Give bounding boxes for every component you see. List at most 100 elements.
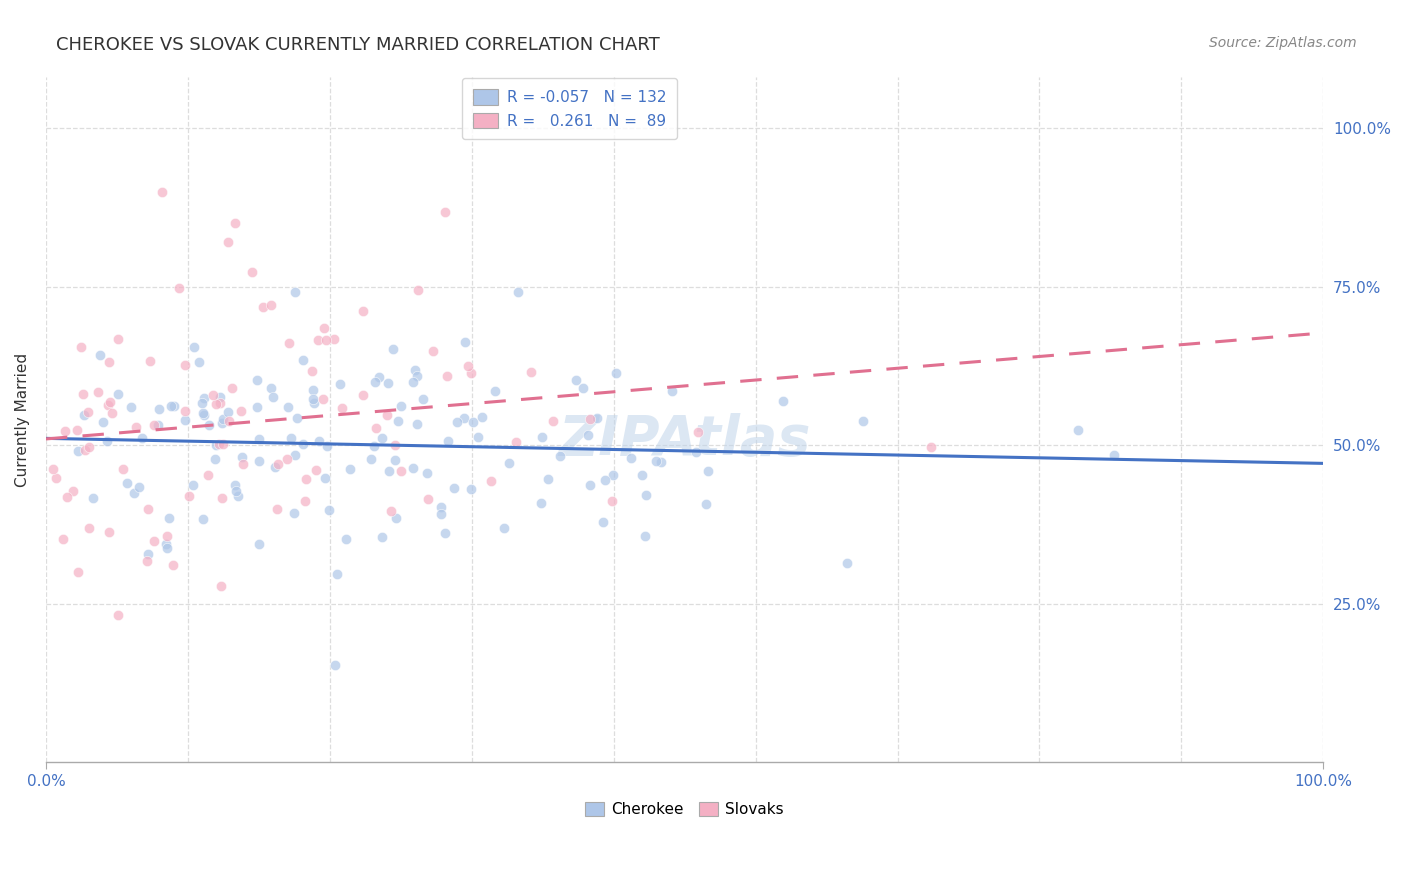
Point bbox=[385, 510, 408, 524]
Point bbox=[302, 383, 325, 397]
Point bbox=[193, 409, 215, 423]
Point bbox=[205, 438, 228, 452]
Point bbox=[242, 264, 264, 278]
Point bbox=[267, 457, 290, 471]
Point bbox=[316, 439, 339, 453]
Point bbox=[96, 434, 118, 448]
Point bbox=[174, 404, 197, 418]
Point bbox=[412, 392, 434, 407]
Point bbox=[636, 488, 658, 502]
Point bbox=[686, 425, 709, 439]
Point bbox=[302, 396, 325, 410]
Point bbox=[308, 434, 330, 449]
Text: CHEROKEE VS SLOVAK CURRENTLY MARRIED CORRELATION CHART: CHEROKEE VS SLOVAK CURRENTLY MARRIED COR… bbox=[56, 36, 659, 54]
Point bbox=[314, 471, 336, 485]
Point bbox=[326, 566, 349, 581]
Point bbox=[592, 515, 614, 529]
Point bbox=[578, 412, 600, 426]
Point bbox=[576, 428, 599, 442]
Point bbox=[283, 506, 305, 520]
Point bbox=[506, 285, 529, 299]
Point bbox=[97, 354, 120, 368]
Point bbox=[696, 464, 718, 478]
Point bbox=[150, 185, 173, 199]
Point bbox=[284, 285, 307, 299]
Point bbox=[579, 478, 602, 492]
Point bbox=[77, 405, 100, 419]
Point bbox=[467, 429, 489, 443]
Point bbox=[285, 410, 308, 425]
Point bbox=[494, 520, 516, 534]
Point bbox=[193, 391, 215, 405]
Point bbox=[198, 418, 221, 433]
Point bbox=[416, 492, 439, 507]
Point bbox=[387, 414, 409, 428]
Point bbox=[139, 353, 162, 368]
Point bbox=[211, 416, 233, 430]
Point bbox=[226, 489, 249, 503]
Point bbox=[75, 442, 97, 457]
Point bbox=[89, 348, 111, 362]
Point bbox=[70, 340, 93, 354]
Point bbox=[125, 420, 148, 434]
Point bbox=[505, 435, 527, 450]
Point bbox=[148, 402, 170, 417]
Point bbox=[620, 450, 643, 465]
Point bbox=[217, 235, 239, 250]
Point bbox=[155, 541, 177, 555]
Point bbox=[382, 342, 405, 356]
Point bbox=[586, 410, 609, 425]
Point bbox=[457, 359, 479, 373]
Point bbox=[160, 400, 183, 414]
Point bbox=[371, 530, 394, 544]
Y-axis label: Currently Married: Currently Married bbox=[15, 353, 30, 487]
Point bbox=[460, 366, 482, 380]
Point bbox=[66, 566, 89, 580]
Point bbox=[82, 491, 104, 505]
Point bbox=[404, 363, 426, 377]
Point bbox=[174, 358, 197, 372]
Point bbox=[384, 438, 406, 452]
Point bbox=[217, 405, 239, 419]
Point bbox=[437, 434, 460, 448]
Point bbox=[363, 440, 385, 454]
Point bbox=[209, 390, 232, 404]
Point bbox=[1066, 423, 1088, 437]
Point bbox=[360, 451, 382, 466]
Point bbox=[572, 381, 595, 395]
Point bbox=[433, 525, 456, 540]
Point bbox=[120, 401, 142, 415]
Point bbox=[205, 397, 228, 411]
Point bbox=[107, 607, 129, 622]
Point bbox=[179, 489, 201, 503]
Point bbox=[122, 486, 145, 500]
Point bbox=[111, 462, 134, 476]
Point bbox=[312, 392, 335, 406]
Point bbox=[600, 494, 623, 508]
Point bbox=[416, 466, 439, 480]
Point bbox=[377, 376, 399, 391]
Point bbox=[631, 467, 654, 482]
Point bbox=[402, 461, 425, 475]
Point bbox=[453, 411, 475, 425]
Point bbox=[138, 502, 160, 516]
Point bbox=[191, 405, 214, 419]
Point bbox=[191, 396, 214, 410]
Point bbox=[87, 384, 110, 399]
Point bbox=[155, 529, 177, 543]
Point bbox=[519, 365, 541, 379]
Point bbox=[593, 474, 616, 488]
Point bbox=[307, 333, 329, 347]
Point bbox=[291, 353, 314, 368]
Point bbox=[436, 369, 458, 384]
Point bbox=[650, 455, 672, 469]
Point bbox=[352, 388, 374, 402]
Point bbox=[422, 344, 444, 359]
Point bbox=[136, 548, 159, 562]
Point bbox=[695, 497, 717, 511]
Point bbox=[389, 464, 412, 478]
Point bbox=[162, 558, 184, 572]
Point bbox=[460, 482, 482, 496]
Point bbox=[384, 453, 406, 467]
Point bbox=[323, 332, 346, 346]
